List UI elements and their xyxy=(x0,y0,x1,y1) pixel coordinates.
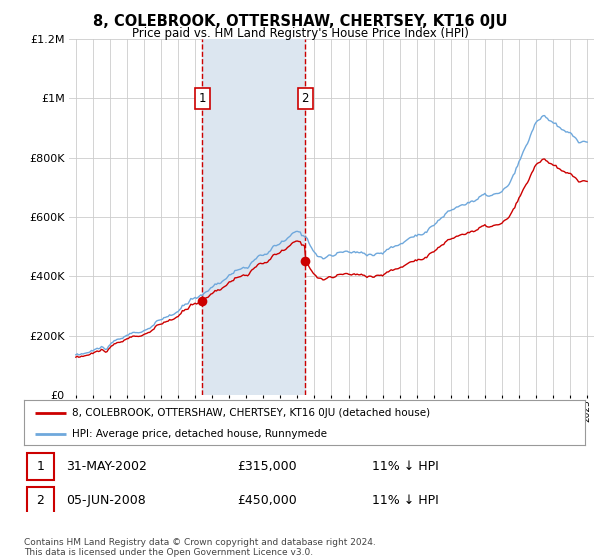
Text: 1: 1 xyxy=(37,460,44,473)
Text: 8, COLEBROOK, OTTERSHAW, CHERTSEY, KT16 0JU: 8, COLEBROOK, OTTERSHAW, CHERTSEY, KT16 … xyxy=(93,14,507,29)
Text: Contains HM Land Registry data © Crown copyright and database right 2024.
This d: Contains HM Land Registry data © Crown c… xyxy=(24,538,376,557)
Text: 05-JUN-2008: 05-JUN-2008 xyxy=(66,494,146,507)
Text: £315,000: £315,000 xyxy=(237,460,297,473)
Text: 8, COLEBROOK, OTTERSHAW, CHERTSEY, KT16 0JU (detached house): 8, COLEBROOK, OTTERSHAW, CHERTSEY, KT16 … xyxy=(71,408,430,418)
Bar xyxy=(27,452,54,479)
Text: HPI: Average price, detached house, Runnymede: HPI: Average price, detached house, Runn… xyxy=(71,429,326,439)
Text: 2: 2 xyxy=(302,92,309,105)
Bar xyxy=(202,39,305,395)
Text: Price paid vs. HM Land Registry's House Price Index (HPI): Price paid vs. HM Land Registry's House … xyxy=(131,27,469,40)
Bar xyxy=(27,487,54,514)
Text: 31-MAY-2002: 31-MAY-2002 xyxy=(66,460,147,473)
Text: 2: 2 xyxy=(37,494,44,507)
Text: £450,000: £450,000 xyxy=(237,494,297,507)
Text: 11% ↓ HPI: 11% ↓ HPI xyxy=(372,460,439,473)
Text: 11% ↓ HPI: 11% ↓ HPI xyxy=(372,494,439,507)
Text: 1: 1 xyxy=(199,92,206,105)
